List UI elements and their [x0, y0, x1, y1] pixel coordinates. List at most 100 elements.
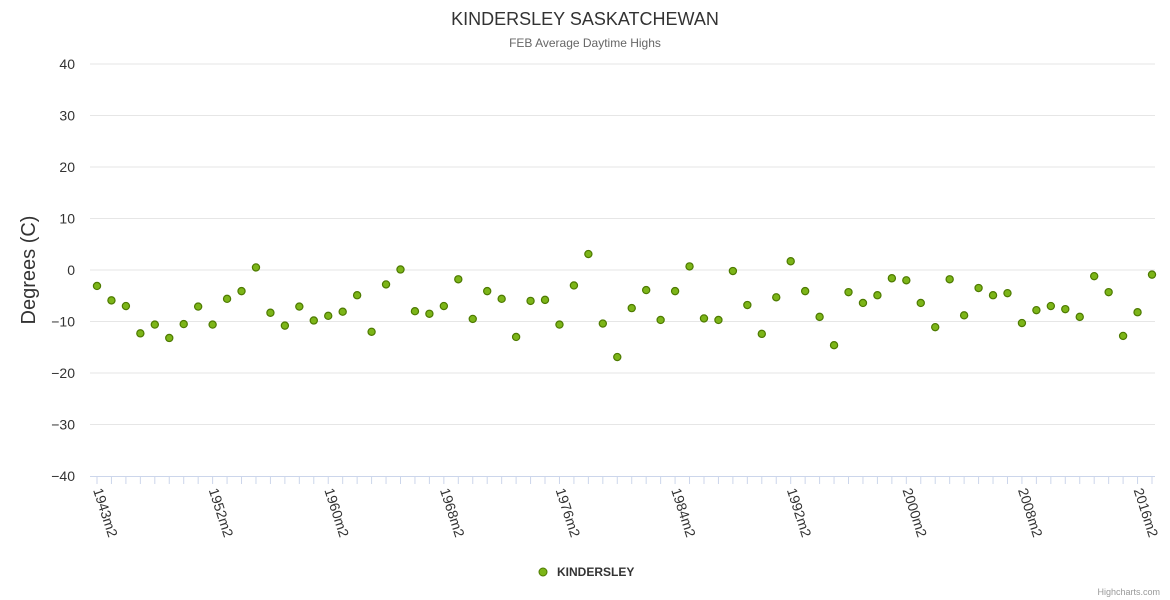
data-point[interactable]: [772, 293, 781, 302]
y-tick-label: 20: [59, 159, 75, 175]
data-point[interactable]: [627, 303, 636, 313]
y-axis-label: Degrees (C): [18, 216, 40, 325]
data-point[interactable]: [526, 296, 535, 306]
data-point[interactable]: [324, 311, 333, 321]
data-point[interactable]: [92, 281, 102, 291]
data-point[interactable]: [251, 263, 261, 272]
data-point[interactable]: [656, 315, 665, 325]
data-point[interactable]: [1075, 312, 1084, 322]
data-point[interactable]: [887, 274, 897, 283]
y-tick-label: −20: [51, 365, 75, 381]
data-point[interactable]: [1147, 270, 1157, 279]
data-point[interactable]: [425, 309, 434, 318]
data-point[interactable]: [165, 333, 174, 343]
data-point[interactable]: [266, 308, 275, 317]
data-point[interactable]: [728, 266, 738, 276]
x-tick-label: 1943m2: [90, 486, 121, 539]
data-point[interactable]: [974, 283, 983, 293]
data-point[interactable]: [988, 291, 998, 300]
data-point[interactable]: [483, 286, 492, 296]
y-tick-label: 30: [59, 108, 75, 124]
data-point[interactable]: [338, 307, 347, 316]
chart-subtitle: FEB Average Daytime Highs: [509, 36, 661, 50]
data-point[interactable]: [511, 332, 521, 342]
data-point[interactable]: [641, 285, 651, 295]
data-point[interactable]: [150, 320, 160, 329]
data-point[interactable]: [410, 307, 420, 316]
data-point[interactable]: [121, 301, 131, 311]
data-point[interactable]: [829, 340, 839, 350]
data-point[interactable]: [193, 302, 203, 311]
data-point[interactable]: [598, 319, 608, 328]
data-point[interactable]: [1003, 288, 1012, 298]
x-tick-label: 2008m2: [1015, 486, 1046, 539]
data-point[interactable]: [208, 320, 217, 329]
data-point[interactable]: [136, 329, 145, 338]
data-point[interactable]: [931, 322, 940, 332]
data-point[interactable]: [107, 296, 116, 305]
data-point[interactable]: [454, 275, 463, 284]
x-tick-label: 1976m2: [553, 486, 584, 539]
data-point[interactable]: [757, 329, 766, 339]
x-tick-label: 1952m2: [206, 486, 237, 539]
data-point[interactable]: [237, 286, 246, 296]
data-point[interactable]: [1089, 271, 1099, 281]
data-point[interactable]: [295, 302, 304, 311]
data-point[interactable]: [367, 327, 376, 336]
y-tick-label: 40: [59, 56, 75, 72]
data-point[interactable]: [280, 321, 290, 330]
credits-link[interactable]: Highcharts.com: [1097, 587, 1160, 597]
data-point[interactable]: [902, 276, 911, 285]
data-point[interactable]: [786, 257, 795, 266]
data-point[interactable]: [699, 314, 709, 323]
x-tick-label: 1992m2: [784, 486, 815, 539]
y-tick-label: −30: [51, 417, 75, 433]
data-point[interactable]: [222, 294, 232, 304]
data-point[interactable]: [540, 295, 550, 305]
data-point[interactable]: [309, 316, 318, 325]
data-point[interactable]: [815, 312, 824, 322]
data-point[interactable]: [959, 311, 969, 320]
legend[interactable]: KINDERSLEY: [538, 565, 634, 579]
data-point[interactable]: [468, 314, 477, 324]
data-points[interactable]: [92, 249, 1157, 362]
data-point[interactable]: [1061, 304, 1070, 314]
data-point[interactable]: [497, 294, 506, 304]
x-axis: 1943m2 1952m2 1960m2 1968m2 1976m2 1984m2 1992…: [90, 476, 1162, 539]
data-point[interactable]: [352, 291, 362, 300]
x-tick-label: 2016m2: [1131, 486, 1162, 539]
legend-label[interactable]: KINDERSLEY: [557, 565, 634, 579]
data-point[interactable]: [743, 300, 752, 310]
data-point[interactable]: [1133, 308, 1142, 317]
x-tick-label: 1960m2: [321, 486, 352, 539]
data-point[interactable]: [555, 320, 564, 329]
data-point[interactable]: [569, 281, 579, 290]
y-tick-label: −10: [51, 314, 75, 330]
y-tick-label: 0: [67, 262, 75, 278]
data-point[interactable]: [439, 301, 449, 311]
legend-marker: [538, 567, 548, 577]
data-point[interactable]: [1017, 318, 1027, 328]
data-point[interactable]: [1046, 301, 1056, 311]
data-point[interactable]: [685, 262, 694, 271]
data-point[interactable]: [584, 249, 593, 259]
data-point[interactable]: [800, 286, 810, 296]
x-tick-label: 1968m2: [437, 486, 468, 539]
data-point[interactable]: [873, 291, 882, 300]
data-point[interactable]: [916, 298, 925, 308]
data-point[interactable]: [945, 275, 954, 284]
y-tick-label: 10: [59, 211, 75, 227]
data-point[interactable]: [1118, 331, 1128, 341]
data-point[interactable]: [613, 352, 622, 362]
data-point[interactable]: [844, 287, 853, 297]
data-point[interactable]: [670, 286, 680, 296]
data-point[interactable]: [858, 298, 868, 308]
data-point[interactable]: [381, 280, 391, 289]
data-point[interactable]: [1104, 287, 1113, 297]
y-axis-ticks: 40 30 20 10 0 −10 −20 −30 −40: [51, 56, 75, 484]
data-point[interactable]: [396, 265, 405, 274]
data-point[interactable]: [179, 319, 188, 329]
data-point[interactable]: [1032, 305, 1041, 315]
data-point[interactable]: [714, 315, 723, 325]
